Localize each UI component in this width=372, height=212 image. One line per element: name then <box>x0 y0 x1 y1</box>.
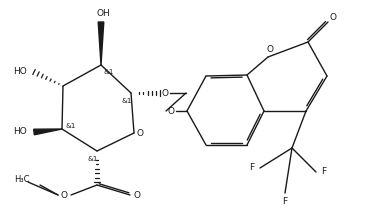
Text: O: O <box>134 191 141 199</box>
Text: F: F <box>321 167 327 177</box>
Text: &1: &1 <box>104 69 114 75</box>
Text: H₃C: H₃C <box>14 174 30 184</box>
Text: O: O <box>167 106 174 116</box>
Text: O: O <box>330 13 337 21</box>
Text: F: F <box>282 197 288 205</box>
Text: O: O <box>266 46 273 54</box>
Text: O: O <box>61 191 67 199</box>
Polygon shape <box>98 22 104 65</box>
Text: &1: &1 <box>88 156 98 162</box>
Text: OH: OH <box>96 10 110 18</box>
Text: &1: &1 <box>122 98 132 104</box>
Text: O: O <box>161 88 169 98</box>
Text: F: F <box>250 163 254 173</box>
Text: &1: &1 <box>66 123 76 129</box>
Text: O: O <box>137 128 144 138</box>
Text: HO: HO <box>13 67 27 77</box>
Polygon shape <box>34 129 62 135</box>
Text: HO: HO <box>13 127 27 137</box>
